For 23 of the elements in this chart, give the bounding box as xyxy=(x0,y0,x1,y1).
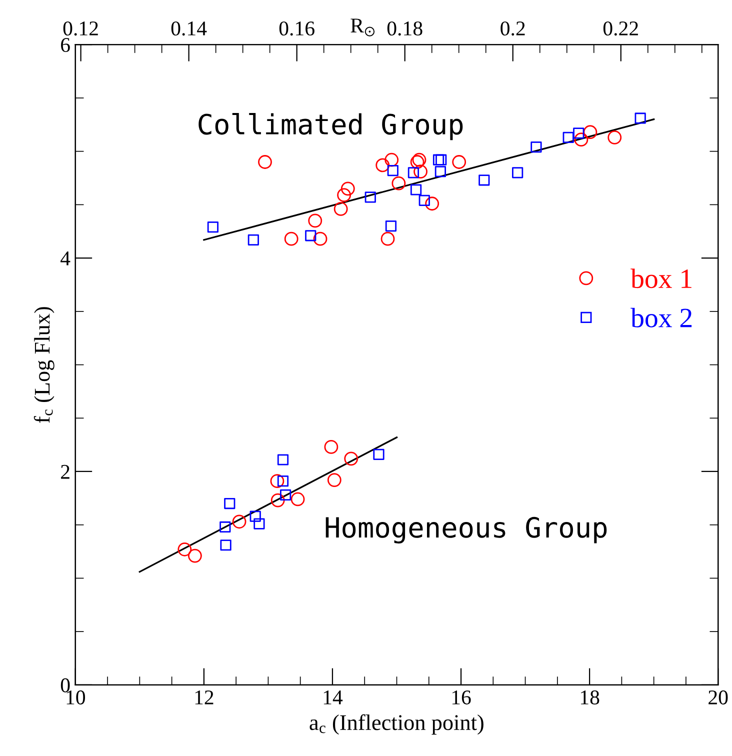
y-tick-label: 4 xyxy=(60,252,70,266)
x-axis-title: a$_{c}$ (Inflection point) xyxy=(310,714,484,735)
y-tick-label: 6 xyxy=(61,38,70,52)
x2-tick-label: 0.22 xyxy=(603,21,638,36)
x-tick-label: 14 xyxy=(324,690,343,704)
annotation: Collimated Group xyxy=(198,113,463,140)
x2-tick-label: 0.18 xyxy=(387,21,422,36)
x-tick-label: 16 xyxy=(452,690,471,704)
x2-tick-label: 0.14 xyxy=(171,21,207,36)
y-tick-label: 0 xyxy=(60,678,70,692)
y-tick-label: 2 xyxy=(61,464,70,479)
x2-tick-label: 0.12 xyxy=(63,21,98,36)
annotation: Homogeneous Group xyxy=(326,516,607,544)
x2-tick-label: 0.16 xyxy=(279,21,314,36)
legend-label: box 1 xyxy=(630,268,692,288)
x2-axis-title: R$_{⊙}$ xyxy=(350,18,375,36)
legend-label: box 2 xyxy=(630,308,692,328)
x-tick-label: 12 xyxy=(195,690,214,704)
x-tick-label: 20 xyxy=(708,690,728,704)
x2-tick-label: 0.2 xyxy=(500,21,525,36)
y-axis-title: f$_{c}$ (Log Flux) xyxy=(34,307,54,423)
x-tick-label: 10 xyxy=(66,690,86,704)
x-tick-label: 18 xyxy=(580,690,600,704)
